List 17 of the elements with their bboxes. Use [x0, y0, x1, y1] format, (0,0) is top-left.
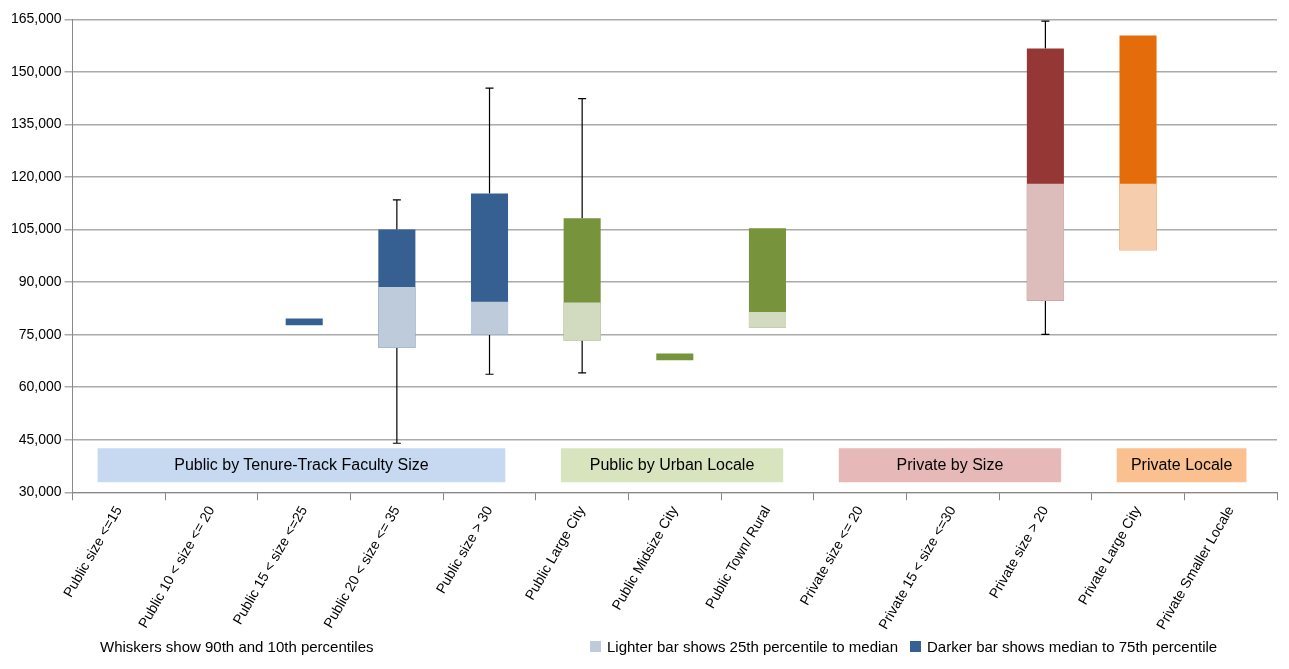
y-tick-label: 60,000 — [18, 378, 62, 395]
y-tick-label: 165,000 — [11, 10, 62, 27]
y-tick-label: 120,000 — [11, 167, 62, 184]
y-tick-label: 30,000 — [18, 483, 62, 500]
y-tick-label: 105,000 — [11, 220, 62, 237]
text: Lighter bar shows 25th percentile to median — [607, 638, 899, 655]
y-tick-label: 135,000 — [11, 115, 62, 132]
text: Whiskers show 90th and 10th percentiles — [100, 638, 375, 655]
text: Darker bar shows median to 75th percentile — [927, 638, 1218, 655]
band-label: Private by Size — [896, 455, 1004, 473]
y-tick-label: 45,000 — [18, 430, 62, 447]
y-tick-label: 90,000 — [18, 272, 62, 289]
band-label: Private Locale — [1130, 455, 1233, 473]
y-tick-label: 150,000 — [11, 62, 62, 79]
band-label: Public by Tenure-Track Faculty Size — [174, 455, 429, 473]
y-tick-label: 75,000 — [18, 325, 62, 342]
band-label: Public by Urban Locale — [589, 455, 755, 473]
